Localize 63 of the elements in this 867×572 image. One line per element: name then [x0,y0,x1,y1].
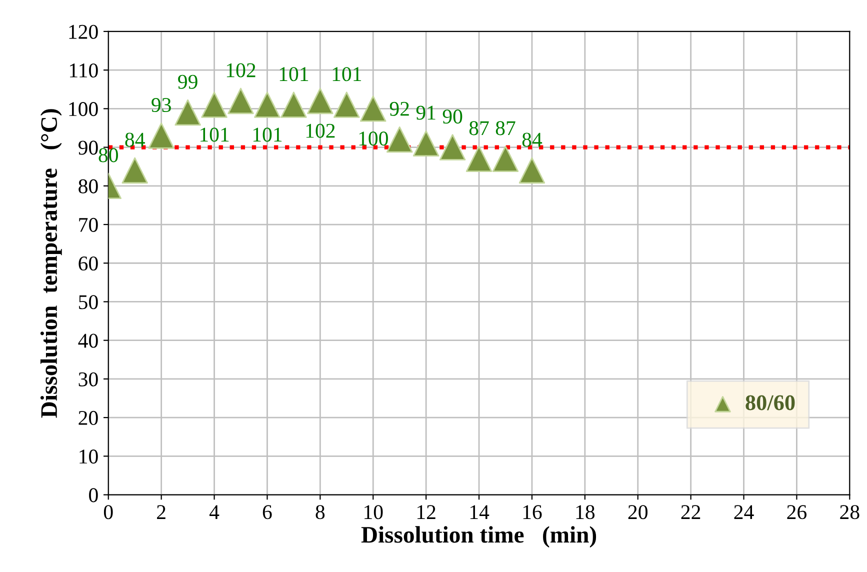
y-tick-label: 0 [89,488,98,502]
data-label: 84 [125,132,145,147]
y-tick-label: 20 [78,410,98,425]
x-tick-label: 24 [734,505,754,519]
x-tick-label: 2 [157,505,166,519]
data-label: 91 [416,106,436,120]
x-tick-label: 4 [209,505,220,519]
x-tick-label: 12 [417,505,436,519]
data-label: 102 [306,124,335,138]
data-label: 87 [469,121,489,136]
x-tick-label: 18 [576,505,595,520]
legend-label: 80/60 [746,395,795,410]
point [280,92,307,118]
point [518,157,546,184]
y-tick-label: 120 [69,24,98,39]
x-tick-label: 22 [681,505,700,519]
y-tick-label: 110 [70,63,98,78]
y-tick-label: 30 [78,372,98,386]
x-tick-label: 16 [523,505,542,520]
point [201,92,228,118]
x-tick-label: 26 [787,505,807,520]
data-label: 90 [442,110,462,124]
point [334,92,360,118]
x-tick-label: 14 [470,505,490,519]
point [254,92,280,118]
y-tick-label: 60 [78,256,98,271]
data-label: 93 [152,98,171,112]
data-label: 92 [390,102,409,116]
x-tick-label: 6 [262,505,272,520]
x-tick-label: 28 [840,505,860,520]
point [148,122,174,149]
x-tick-label: 20 [628,505,648,520]
y-tick-label: 10 [80,450,98,464]
y-tick-label: 80 [78,179,98,194]
y-tick-label: 50 [79,295,98,310]
x-tick-label: 8 [316,505,325,520]
point [360,96,386,122]
x-axis-title: Dissolution time (min) [361,526,596,548]
point [228,88,254,114]
data-label: 101 [280,67,308,82]
data-label: 102 [226,63,256,78]
point [466,146,492,172]
data-label: 101 [200,128,229,142]
y-tick-label: 40 [78,334,98,348]
data-label: 99 [178,74,198,89]
y-axis-title: Dissolution temperature (°C) [40,109,62,418]
point [439,134,466,160]
point [122,157,148,184]
point [412,130,440,157]
data-label: 84 [522,132,542,147]
y-tick-label: 90 [78,140,98,155]
x-tick-label: 0 [104,505,113,520]
point [307,88,334,114]
point [492,146,519,172]
data-label: 101 [253,128,282,142]
data-label: 87 [496,121,516,136]
point [174,99,201,126]
x-tick-label: 10 [364,505,383,520]
point [386,126,413,153]
data-label: 100 [359,132,388,146]
data-label: 101 [332,67,362,82]
y-tick-label: 100 [69,102,98,116]
y-tick-label: 70 [79,218,98,232]
